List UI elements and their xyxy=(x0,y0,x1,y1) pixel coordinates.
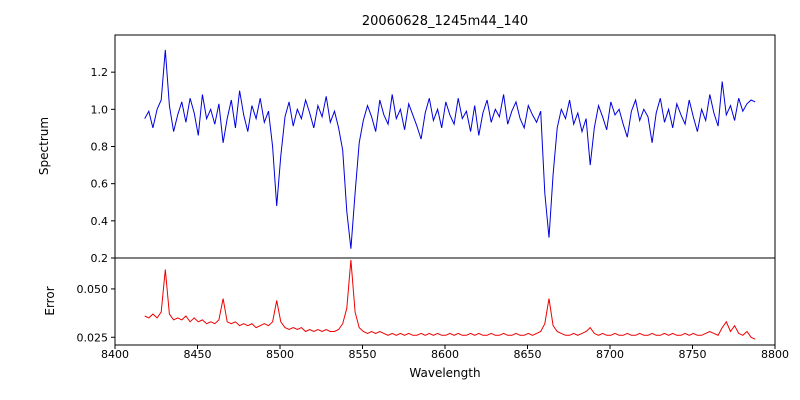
x-tick-label: 8500 xyxy=(266,348,294,361)
plot-title: 20060628_1245m44_140 xyxy=(361,14,529,29)
x-axis-label: Wavelength xyxy=(409,366,481,380)
axes-frame xyxy=(114,257,776,346)
y-tick-label: 1.0 xyxy=(91,103,109,116)
y-tick-label: 0.8 xyxy=(91,141,109,154)
y-tick-label: 0.2 xyxy=(91,252,109,265)
x-tick-label: 8550 xyxy=(349,348,377,361)
error-line xyxy=(144,259,756,340)
x-tick-label: 8750 xyxy=(679,348,707,361)
x-tick-label: 8650 xyxy=(514,348,542,361)
y-tick-label: 0.6 xyxy=(91,178,109,191)
y-tick-label: 0.4 xyxy=(91,215,109,228)
spectrum-line xyxy=(144,49,756,249)
y-tick-label: 1.2 xyxy=(91,66,109,79)
x-tick-label: 8600 xyxy=(431,348,459,361)
y-tick-label: 0.050 xyxy=(77,283,109,296)
x-tick-label: 8400 xyxy=(101,348,129,361)
x-tick-label: 8700 xyxy=(596,348,624,361)
x-tick-label: 8800 xyxy=(761,348,789,361)
x-tick-label: 8450 xyxy=(184,348,212,361)
axes-frame xyxy=(114,34,776,259)
y-tick-label: 0.025 xyxy=(77,331,109,344)
